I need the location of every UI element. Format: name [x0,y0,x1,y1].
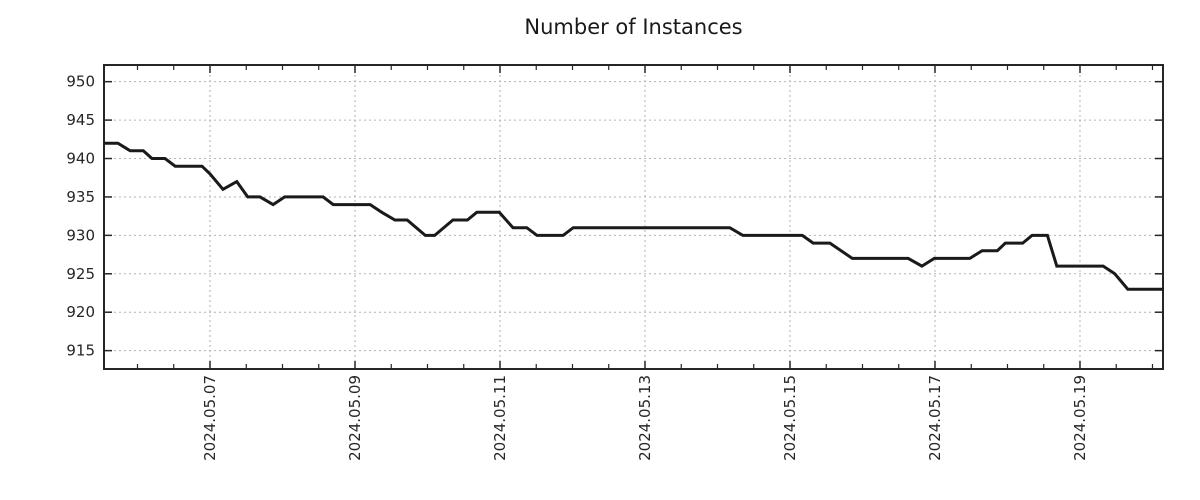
x-tick-label: 2024.05.19 [1071,375,1089,461]
y-tick-label: 940 [66,150,95,168]
x-tick-label: 2024.05.17 [926,375,944,461]
chart-title: Number of Instances [524,15,743,39]
x-tick-label: 2024.05.09 [346,375,364,461]
y-tick-label: 915 [66,342,95,360]
y-tick-label: 945 [66,111,95,129]
x-tick-label: 2024.05.07 [201,375,219,461]
x-tick-label: 2024.05.15 [781,375,799,461]
y-tick-label: 935 [66,188,95,206]
y-tick-label: 950 [66,73,95,91]
y-tick-label: 930 [66,226,95,244]
y-tick-label: 920 [66,303,95,321]
data-line [104,141,1164,291]
x-tick-label: 2024.05.13 [636,375,654,461]
x-tick-label: 2024.05.11 [491,375,509,461]
y-tick-label: 925 [66,265,95,283]
plot-frame [103,64,1164,370]
